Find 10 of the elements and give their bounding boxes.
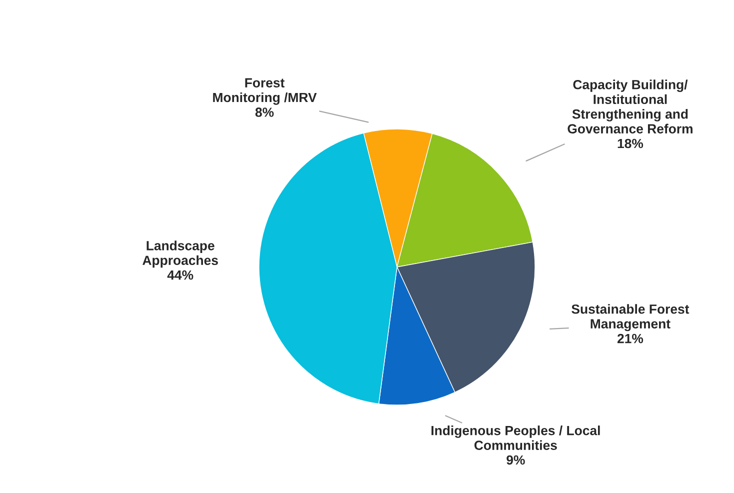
slice-label: Indigenous Peoples / Local Communities [432, 426, 600, 450]
data-label: 18% [618, 138, 644, 148]
slice-label: Sustainable Forest Management [572, 304, 690, 332]
slice-label: Forest Monitoring /MRV [213, 78, 317, 105]
data-label: 8% [255, 108, 274, 117]
data-label: 44% [167, 270, 194, 280]
data-label: 21% [617, 334, 644, 344]
data-label: 9% [506, 455, 525, 465]
slice-label: Landscape Approaches [142, 240, 218, 268]
slice-label: Capacity Building/ Institutional Strengthening and Governance Reform [568, 80, 692, 134]
